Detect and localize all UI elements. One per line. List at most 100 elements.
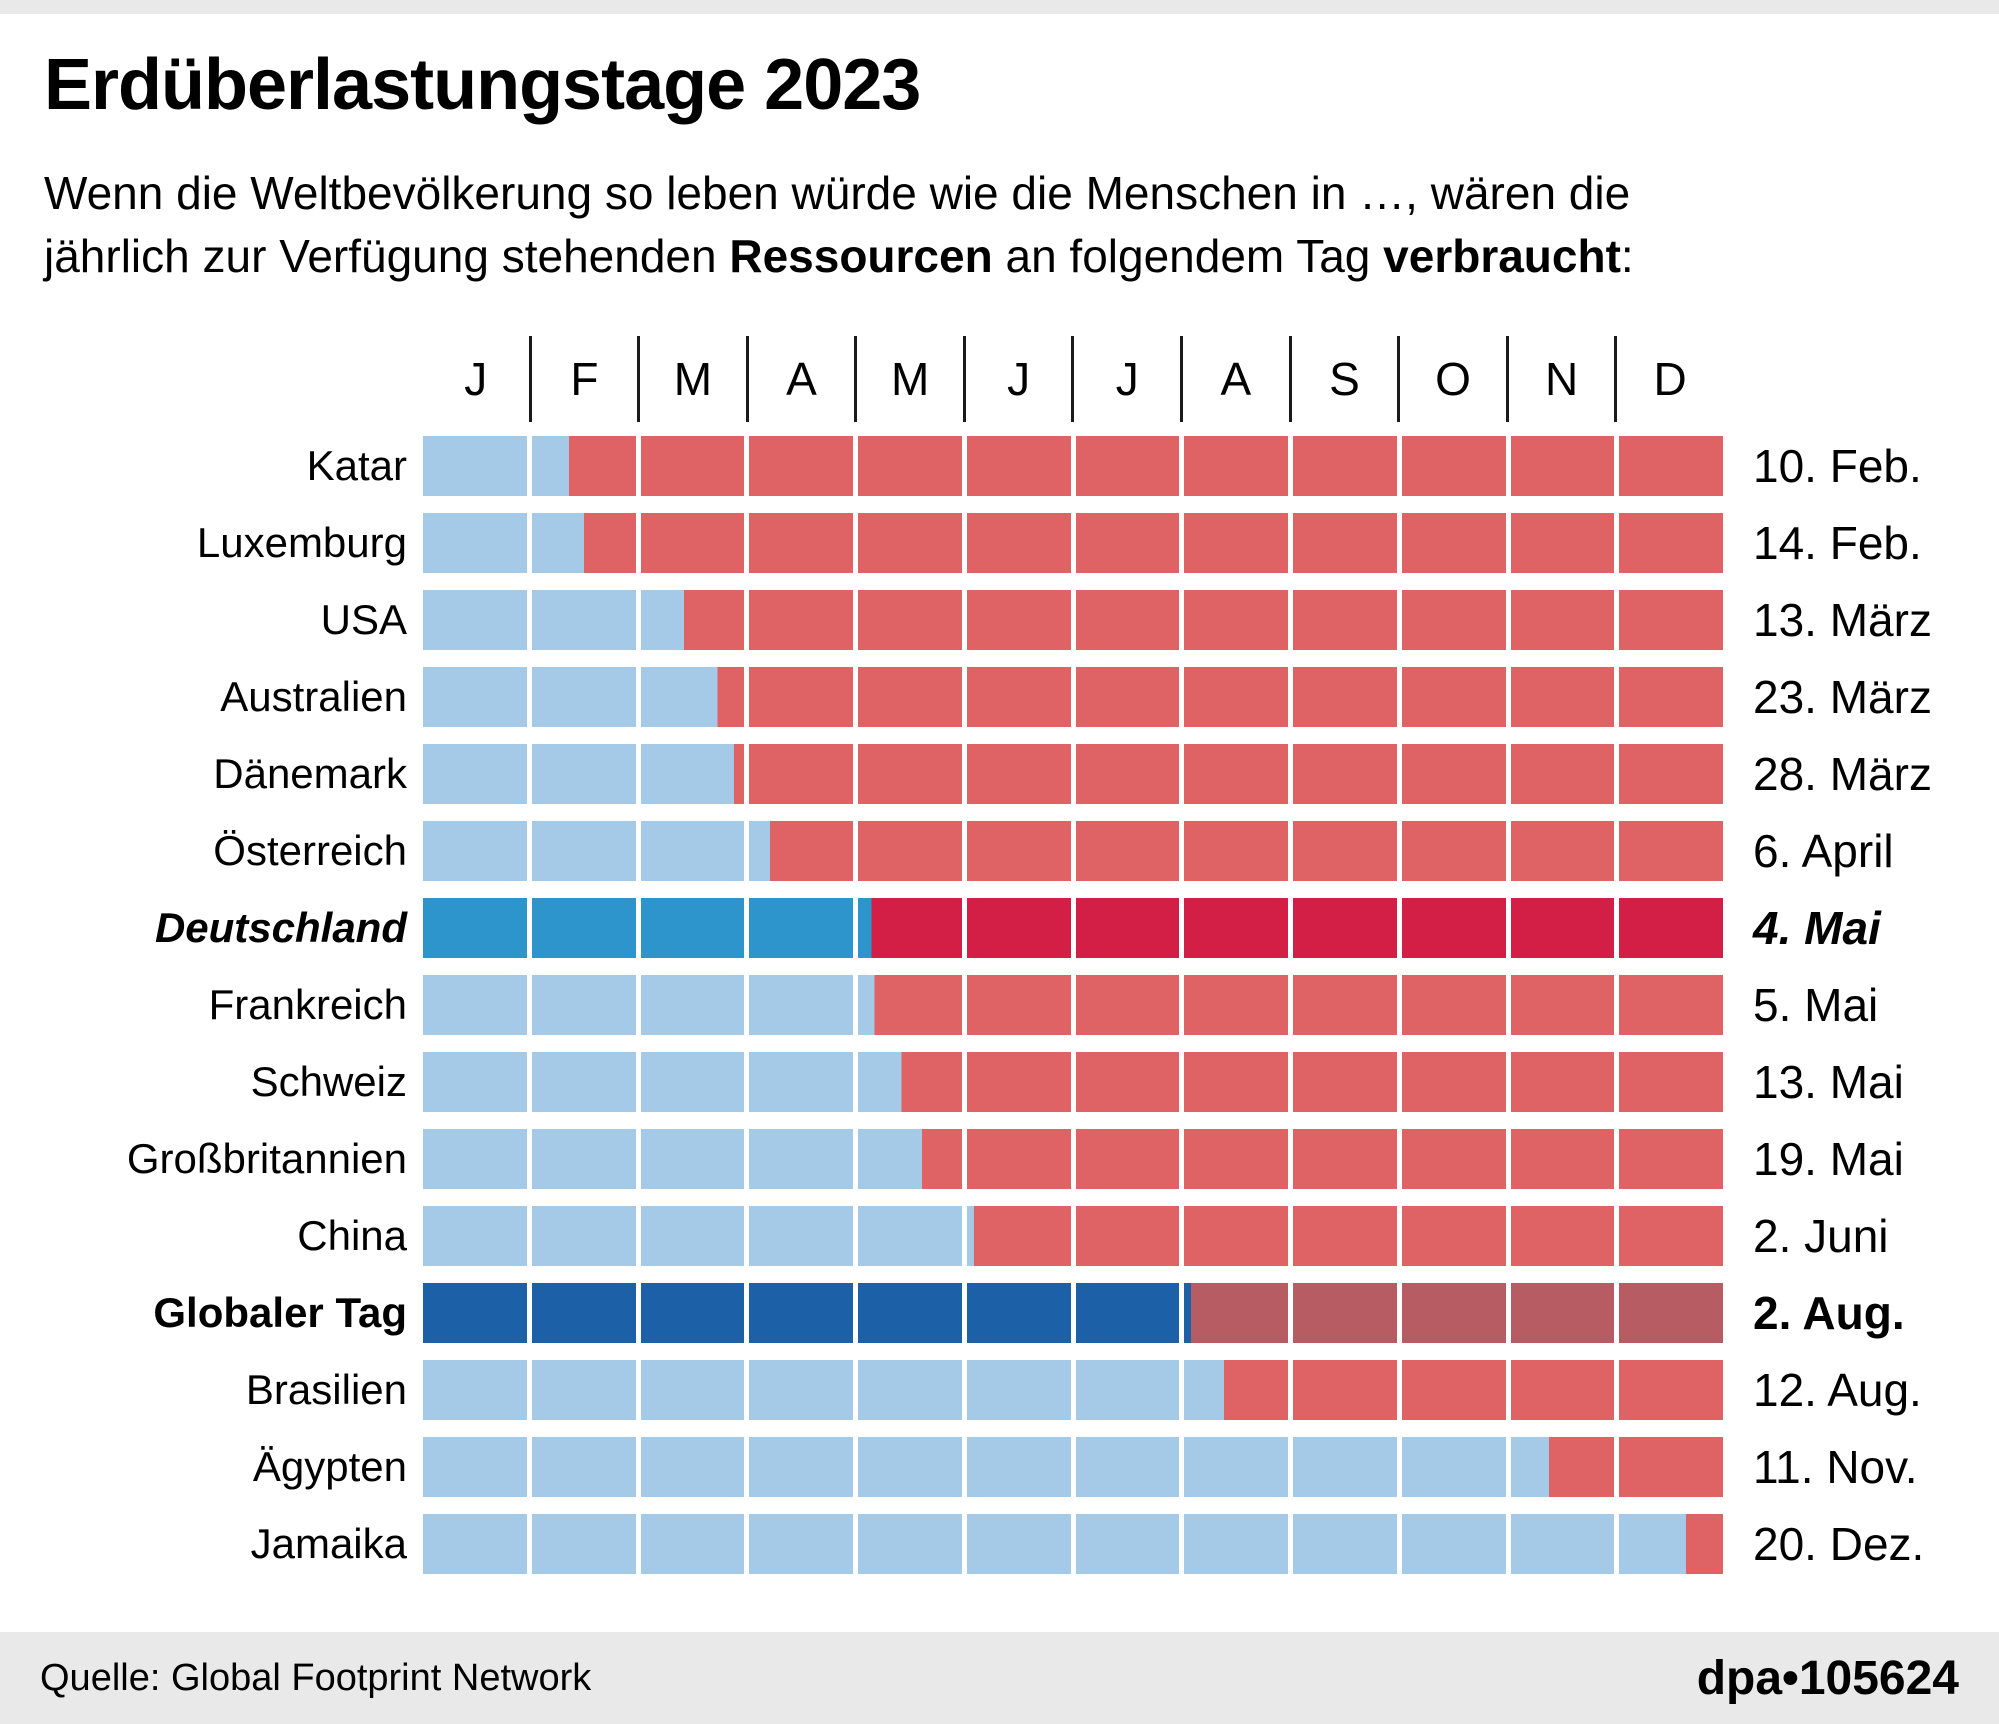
date-label: 19. Mai [1753,1133,1904,1185]
overshoot-bar [423,667,1723,727]
bar-segment [1184,1437,1288,1497]
bar-segment [423,744,527,804]
bar-segment [423,975,527,1035]
bar-segment [1075,1283,1180,1343]
bar-segment [1619,1437,1723,1497]
country-row: Brasilien 12. Aug. [0,1360,1999,1420]
overshoot-bar [423,744,1723,804]
bar-segment [1510,821,1615,881]
bar-segment [531,513,636,573]
bar-segment [1401,436,1506,496]
overshoot-bar [423,1360,1723,1420]
bar-segment [1293,590,1397,650]
bar-segment [1401,1052,1506,1112]
bar-segment [1184,821,1288,881]
bar-segment [1510,898,1615,958]
bar-segment [966,1360,1071,1420]
bar-segment [1510,1052,1615,1112]
bar-segment [858,436,962,496]
bar-segment [1619,898,1723,958]
date-label: 2. Aug. [1753,1287,1905,1339]
bar-segment [1075,1360,1180,1420]
bar-segment [966,436,1071,496]
month-label: M [857,336,966,422]
bar-segment [749,821,853,881]
month-label: J [966,336,1075,422]
bar-segment [531,744,636,804]
bar-segment [531,590,636,650]
bar-segment [966,590,1071,650]
bar-segment [1619,975,1723,1035]
bar-segment [640,975,745,1035]
country-row: Deutschland 4. Mai [0,898,1999,958]
bar-segment [1184,1283,1288,1343]
bar-segment [1293,1052,1397,1112]
month-label: A [1183,336,1292,422]
bar-segment [749,1437,853,1497]
country-label: Australien [220,673,407,720]
bar-segment [531,1052,636,1112]
bar-segment [966,1514,1071,1574]
bar-segment [640,1360,745,1420]
overshoot-bar [423,590,1723,650]
bar-segment [1401,898,1506,958]
footer-bar: Quelle: Global Footprint Network dpa•105… [0,1632,1999,1724]
bar-segment [423,513,527,573]
bar-segment [423,1129,527,1189]
overshoot-bar [423,436,1723,496]
bar-segment [1619,1283,1723,1343]
bar-segment [749,436,853,496]
bar-segment [749,1514,853,1574]
bar-segment [1619,513,1723,573]
month-label: A [749,336,858,422]
bar-segment [858,821,962,881]
bar-segment [423,1206,527,1266]
bar-segment [749,744,853,804]
bar-segment [749,590,853,650]
bar-segment [1184,1052,1288,1112]
bar-segment [1293,821,1397,881]
bar-segment [749,1052,853,1112]
overshoot-bar [423,1514,1723,1574]
bar-segment [1401,590,1506,650]
bar-segment [749,667,853,727]
bar-segment [1619,744,1723,804]
overshoot-bar [423,898,1723,958]
bar-segment [858,1360,962,1420]
country-row: Großbritannien 19. Mai [0,1129,1999,1189]
bar-segment [749,1206,853,1266]
bar-segment [966,1283,1071,1343]
date-label: 13. März [1753,594,1932,646]
bar-segment [531,1283,636,1343]
bar-segment [1401,821,1506,881]
bar-segment [531,1437,636,1497]
bar-segment [1293,1514,1397,1574]
bar-segment [1075,898,1180,958]
chart-subtitle-line: jährlich zur Verfügung stehenden Ressour… [44,230,1634,283]
bar-segment [1184,898,1288,958]
bar-segment [1401,667,1506,727]
bar-segment [1510,590,1615,650]
bar-segment [858,513,962,573]
bar-segment [858,1437,962,1497]
bar-segment [1510,975,1615,1035]
bar-segment [749,513,853,573]
bar-segment [1075,1437,1180,1497]
bar-segment [1184,1360,1288,1420]
overshoot-bar [423,1129,1723,1189]
bar-segment [1510,744,1615,804]
month-label: M [640,336,749,422]
bar-segment [858,1206,962,1266]
bar-segment [1510,1206,1615,1266]
country-label: Ägypten [252,1443,407,1490]
country-row: Globaler Tag 2. Aug. [0,1283,1999,1343]
date-label: 14. Feb. [1753,517,1922,569]
source-note: Quelle: Global Footprint Network [40,1656,592,1699]
bar-segment [423,667,527,727]
bar-segment [531,436,636,496]
overshoot-bar [423,513,1723,573]
bar-segment [423,898,527,958]
bar-segment [531,1360,636,1420]
bar-segment [1619,436,1723,496]
bar-segment [640,744,745,804]
